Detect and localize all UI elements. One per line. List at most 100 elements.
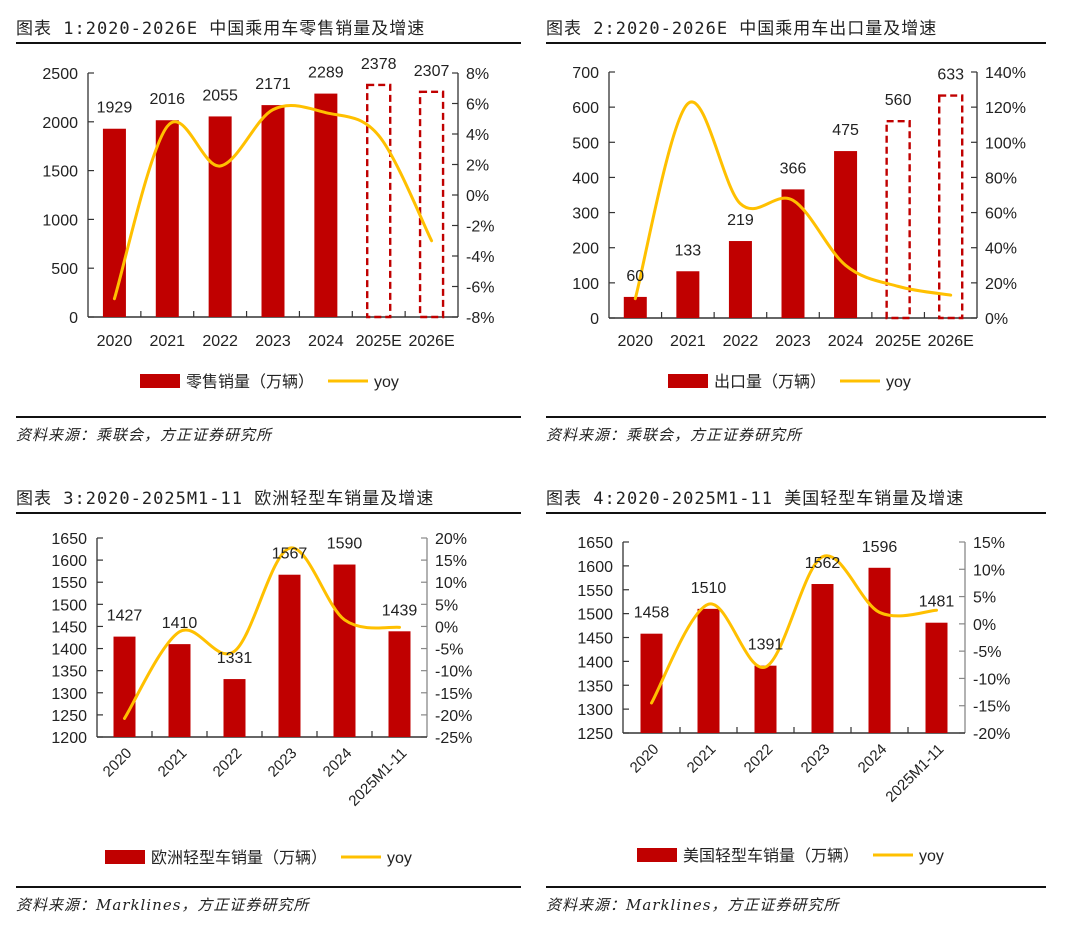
bar-estimated bbox=[885, 119, 911, 320]
chart-figure-2: 0 100 200 300 400 500 600 700 0% 20% 40% 60% 80% 100%… bbox=[572, 65, 1026, 391]
right-axis-tick-label: 100% bbox=[985, 135, 1026, 152]
data-label: 2016 bbox=[149, 91, 185, 108]
right-axis-tick-label: -15% bbox=[973, 699, 1010, 716]
data-label: 2289 bbox=[308, 65, 344, 82]
bar bbox=[113, 636, 136, 737]
right-axis-tick-label: 20% bbox=[985, 276, 1017, 293]
right-axis-tick-label: -6% bbox=[466, 280, 494, 297]
legend-label-bar: 美国轻型车销量（万辆） bbox=[683, 847, 859, 865]
data-label: 2307 bbox=[414, 63, 450, 80]
x-axis-tick-label: 2023 bbox=[775, 333, 811, 350]
left-axis-tick-label: 1300 bbox=[577, 702, 613, 719]
data-label: 1481 bbox=[919, 594, 955, 611]
x-axis-tick-label: 2021 bbox=[670, 333, 706, 350]
data-label: 1596 bbox=[862, 539, 898, 556]
right-axis-tick-label: 2% bbox=[466, 158, 489, 175]
legend-label-line: yoy bbox=[387, 850, 412, 867]
left-axis-tick-label: 1200 bbox=[51, 730, 87, 747]
x-axis-tick-label: 2024 bbox=[828, 333, 864, 350]
x-axis-tick-label: 2022 bbox=[723, 333, 759, 350]
bar bbox=[155, 120, 179, 317]
right-axis-tick-label: 60% bbox=[985, 206, 1017, 223]
left-axis-tick-label: 1450 bbox=[51, 619, 87, 636]
left-axis-tick-label: 1550 bbox=[51, 575, 87, 592]
bar bbox=[868, 567, 891, 733]
source-rule bbox=[16, 886, 521, 888]
line-series bbox=[112, 104, 434, 301]
legend: 零售销量（万辆） yoy bbox=[140, 373, 399, 391]
chart-figure-4: 1250 1300 1350 1400 1450 1500 1550 1600 1650 -20%… bbox=[577, 535, 1010, 865]
data-label: 560 bbox=[885, 92, 912, 109]
right-axis-tick-label: 80% bbox=[985, 170, 1017, 187]
x-axis: 2020 2021 2022 2023 2024 2025E 2026E bbox=[88, 311, 458, 350]
right-axis-tick-label: 0% bbox=[973, 617, 996, 634]
legend: 出口量（万辆） yoy bbox=[668, 373, 911, 391]
data-label: 1458 bbox=[634, 605, 670, 622]
left-axis: 1200 1250 1300 1350 1400 1450 1500 1550 1600 1650 bbox=[51, 531, 103, 747]
title-rule bbox=[546, 42, 1046, 44]
left-axis-tick-label: 1250 bbox=[577, 726, 613, 743]
figure-4-panel: 图表 4:2020-2025M1-11 美国轻型车销量及增速 1250 1300 1… bbox=[546, 484, 1066, 924]
x-axis-tick-label: 2025M1-11 bbox=[882, 741, 947, 806]
bar-series bbox=[623, 94, 964, 320]
right-axis-tick-label: -20% bbox=[435, 708, 472, 725]
right-axis-tick-label: -15% bbox=[435, 686, 472, 703]
x-axis-tick-label: 2023 bbox=[255, 333, 291, 350]
bar bbox=[333, 564, 356, 737]
left-axis-tick-label: 1350 bbox=[577, 678, 613, 695]
data-label: 60 bbox=[626, 268, 644, 285]
left-axis-tick-label: 400 bbox=[572, 170, 599, 187]
left-axis-tick-label: 100 bbox=[572, 276, 599, 293]
figure-title: 图表 4:2020-2025M1-11 美国轻型车销量及增速 bbox=[546, 489, 965, 509]
x-axis-tick-label: 2021 bbox=[149, 333, 185, 350]
right-axis-tick-label: -4% bbox=[466, 249, 494, 266]
x-axis-tick-label: 2025E bbox=[875, 333, 921, 350]
data-label: 1427 bbox=[107, 608, 143, 625]
data-labels: 1929 2016 2055 2171 2289 2378 2307 bbox=[97, 56, 450, 117]
bar bbox=[676, 271, 700, 318]
x-axis-tick-label: 2023 bbox=[265, 745, 301, 781]
left-axis-tick-label: 1350 bbox=[51, 664, 87, 681]
legend-label-bar: 欧洲轻型车销量（万辆） bbox=[151, 849, 327, 867]
left-axis-tick-label: 1550 bbox=[577, 583, 613, 600]
x-axis-tick-label: 2026E bbox=[408, 333, 454, 350]
bar-series bbox=[102, 83, 445, 319]
x-axis-tick-label: 2024 bbox=[855, 741, 891, 777]
bar bbox=[208, 116, 232, 317]
left-axis-tick-label: 600 bbox=[572, 100, 599, 117]
bar bbox=[754, 665, 777, 733]
right-axis-tick-label: -10% bbox=[973, 671, 1010, 688]
data-label: 133 bbox=[675, 242, 702, 259]
bar bbox=[697, 608, 720, 733]
x-axis-tick-label: 2022 bbox=[202, 333, 238, 350]
figure-2-panel: 图表 2:2020-2026E 中国乘用车出口量及增速 0 100 200 300 40… bbox=[546, 14, 1066, 454]
data-label: 1562 bbox=[805, 555, 841, 572]
left-axis-tick-label: 1500 bbox=[42, 164, 78, 181]
x-axis-tick-label: 2022 bbox=[741, 741, 777, 777]
right-axis-tick-label: 10% bbox=[435, 575, 467, 592]
right-axis-tick-label: -5% bbox=[973, 644, 1001, 661]
left-axis-tick-label: 1000 bbox=[42, 212, 78, 229]
source-note: 资料来源：Marklines，方正证券研究所 bbox=[16, 896, 310, 914]
bar-series bbox=[640, 567, 948, 733]
figure-1-panel: 图表 1:2020-2026E 中国乘用车零售销量及增速 0 500 1000 150… bbox=[16, 14, 536, 454]
left-axis: 0 500 1000 1500 2000 2500 bbox=[42, 66, 94, 327]
source-rule bbox=[16, 416, 521, 418]
left-axis-tick-label: 1650 bbox=[577, 535, 613, 552]
right-axis-tick-label: -5% bbox=[435, 642, 463, 659]
x-axis-tick-label: 2024 bbox=[320, 745, 356, 781]
right-axis: -8% -6% -4% -2% 0% 2% 4% 6% 8% bbox=[452, 66, 494, 327]
left-axis-tick-label: 300 bbox=[572, 206, 599, 223]
data-label: 2378 bbox=[361, 56, 397, 73]
legend: 欧洲轻型车销量（万辆） yoy bbox=[105, 849, 412, 867]
bar bbox=[388, 631, 411, 737]
left-axis-tick-label: 1250 bbox=[51, 708, 87, 725]
figure-title: 图表 1:2020-2026E 中国乘用车零售销量及增速 bbox=[16, 19, 426, 39]
legend-label-line: yoy bbox=[374, 374, 399, 391]
right-axis-tick-label: 10% bbox=[973, 562, 1005, 579]
data-labels: 1458 1510 1391 1562 1596 1481 bbox=[634, 539, 955, 654]
bar bbox=[728, 241, 752, 318]
line-series bbox=[633, 100, 953, 301]
data-label: 1567 bbox=[272, 546, 308, 563]
data-label: 1510 bbox=[691, 580, 727, 597]
